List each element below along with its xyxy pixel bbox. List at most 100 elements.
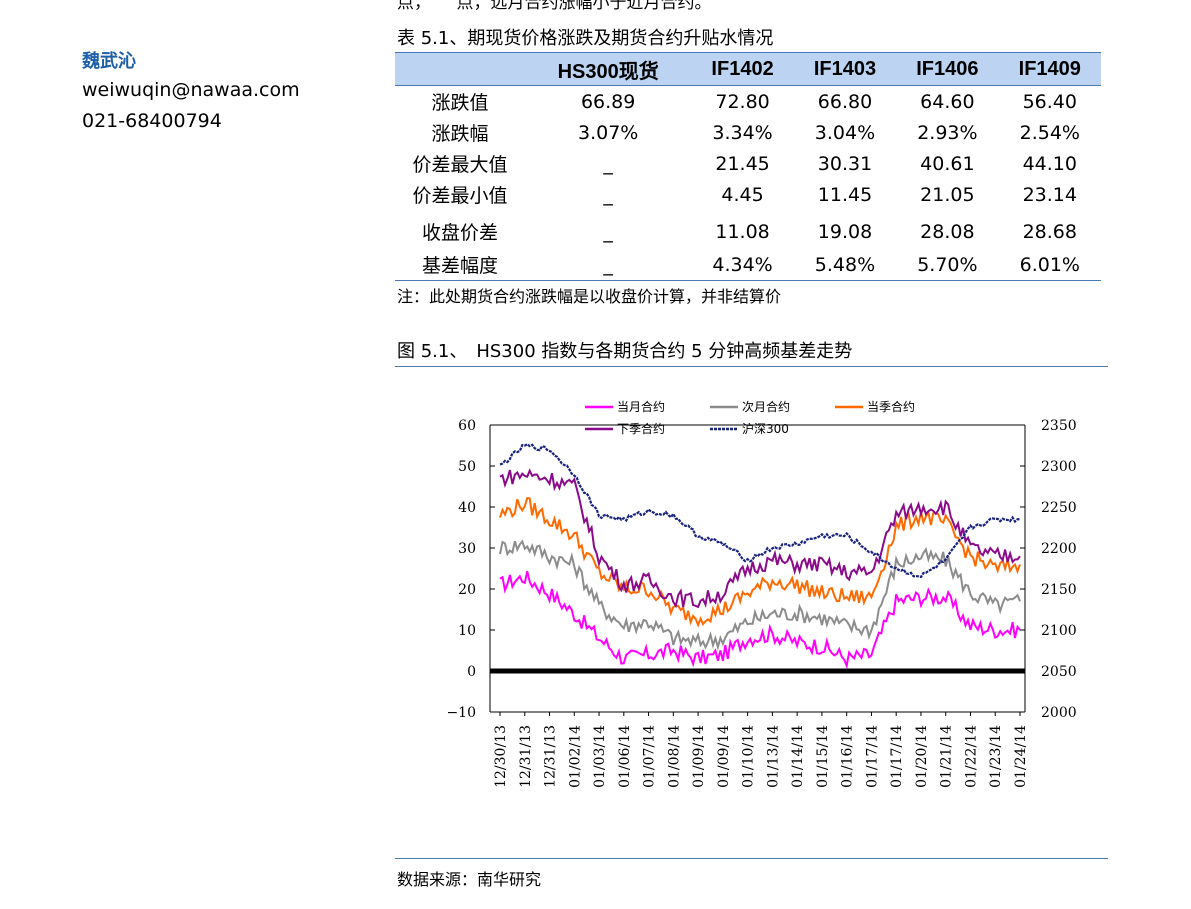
x-tick-label: 01/17/14 bbox=[889, 725, 905, 788]
x-tick-label: 01/16/14 bbox=[840, 725, 856, 788]
x-tick-label: 01/20/14 bbox=[914, 725, 930, 788]
left-tick-label: 40 bbox=[458, 500, 476, 516]
table-cell: 66.80 bbox=[817, 90, 873, 113]
x-tick-label: 01/14/14 bbox=[790, 725, 806, 788]
x-tick-label: 12/31/13 bbox=[518, 725, 534, 788]
x-tick-label: 01/09/14 bbox=[691, 725, 707, 788]
legend-label: 下季合约 bbox=[617, 421, 665, 436]
clipped-paragraph: 点， 点，远月合约涨幅小于近月合约。 bbox=[397, 0, 712, 13]
x-tick-label: 01/08/14 bbox=[666, 725, 682, 788]
right-tick-label: 2200 bbox=[1041, 541, 1077, 557]
x-tick-label: 12/31/13 bbox=[543, 725, 559, 788]
x-tick-label: 01/15/14 bbox=[815, 725, 831, 788]
header-if1402: IF1402 bbox=[691, 52, 794, 86]
table-cell: _ bbox=[603, 220, 613, 243]
table-cell: 19.08 bbox=[817, 220, 873, 243]
table-row: 价差最大值 _ 21.45 30.31 40.61 44.10 bbox=[395, 148, 1101, 179]
table-cell: 28.68 bbox=[1022, 220, 1077, 243]
right-tick-label: 2150 bbox=[1041, 582, 1077, 598]
author-name: 魏武沁 bbox=[82, 51, 136, 72]
series-line-1 bbox=[499, 570, 1021, 670]
x-tick-label: 01/03/14 bbox=[592, 725, 608, 788]
series-line-4 bbox=[499, 468, 1021, 609]
table-cell: 40.61 bbox=[920, 152, 975, 175]
figure-title: 图 5.1、 HS300 指数与各期货合约 5 分钟高频基差走势 bbox=[397, 341, 853, 362]
table-cell: 5.48% bbox=[793, 249, 897, 281]
table-cell: 56.40 bbox=[1022, 90, 1077, 113]
table-header-row: HS300现货 IF1402 IF1403 IF1406 IF1409 bbox=[395, 52, 1101, 86]
x-tick-label: 01/23/14 bbox=[988, 725, 1004, 788]
header-if1406: IF1406 bbox=[896, 52, 999, 86]
table-row: 价差最小值 _ 4.45 11.45 21.05 23.14 bbox=[395, 179, 1101, 210]
header-if1409: IF1409 bbox=[998, 52, 1101, 86]
figure-top-rule bbox=[395, 366, 1108, 367]
table-cell: 23.14 bbox=[1022, 183, 1077, 206]
right-tick-label: 2000 bbox=[1041, 705, 1077, 721]
table-cell: _ bbox=[603, 152, 613, 175]
table-cell: 21.05 bbox=[920, 183, 975, 206]
left-tick-label: 30 bbox=[458, 541, 476, 557]
table-cell: 66.89 bbox=[580, 90, 636, 113]
x-tick-label: 01/22/14 bbox=[963, 725, 979, 788]
table-cell: 3.34% bbox=[712, 121, 773, 144]
row-label: 收盘价差 bbox=[421, 222, 498, 244]
row-label: 基差幅度 bbox=[395, 249, 525, 281]
figure-bottom-rule bbox=[395, 858, 1108, 859]
table-cell: 44.10 bbox=[1022, 152, 1077, 175]
header-corner bbox=[395, 52, 525, 86]
x-tick-label: 12/30/13 bbox=[493, 725, 509, 788]
header-if1403: IF1403 bbox=[793, 52, 897, 86]
row-label: 涨跌值 bbox=[431, 92, 489, 114]
table-cell: _ bbox=[603, 183, 613, 206]
x-tick-label: 01/17/14 bbox=[864, 725, 880, 788]
table-cell: 21.45 bbox=[715, 152, 770, 175]
header-hs300: HS300现货 bbox=[525, 52, 692, 86]
row-label: 价差最小值 bbox=[412, 185, 508, 207]
legend-label: 当月合约 bbox=[617, 399, 665, 414]
table-cell: 2.54% bbox=[1019, 121, 1080, 144]
table-row: 收盘价差 _ 11.08 19.08 28.08 28.68 bbox=[395, 210, 1101, 249]
left-tick-label: 0 bbox=[467, 664, 476, 680]
row-label: 价差最大值 bbox=[412, 154, 508, 176]
series-line-5 bbox=[499, 442, 1021, 579]
x-tick-label: 01/10/14 bbox=[741, 725, 757, 788]
x-tick-label: 01/02/14 bbox=[567, 725, 583, 788]
table-row: 基差幅度 _ 4.34% 5.48% 5.70% 6.01% bbox=[395, 249, 1101, 281]
author-phone: 021-68400794 bbox=[82, 110, 222, 132]
left-tick-label: 10 bbox=[458, 623, 476, 639]
right-tick-label: 2250 bbox=[1041, 500, 1077, 516]
table-cell: 72.80 bbox=[715, 90, 770, 113]
series-line-2 bbox=[499, 539, 1021, 651]
x-tick-label: 01/21/14 bbox=[939, 725, 955, 788]
x-tick-label: 01/07/14 bbox=[642, 725, 658, 788]
data-source: 数据来源：南华研究 bbox=[397, 870, 542, 889]
left-tick-label: −10 bbox=[446, 705, 476, 721]
table-cell: 4.45 bbox=[721, 183, 764, 206]
table-cell: 4.34% bbox=[691, 249, 794, 281]
table-cell: 64.60 bbox=[920, 90, 975, 113]
table-cell: 5.70% bbox=[896, 249, 999, 281]
series-line-3 bbox=[499, 497, 1021, 628]
table-cell: 3.04% bbox=[814, 121, 876, 144]
legend-label: 当季合约 bbox=[867, 399, 915, 414]
x-tick-label: 01/09/14 bbox=[716, 725, 732, 788]
table-cell: 11.08 bbox=[715, 220, 770, 243]
author-email[interactable]: weiwuqin@nawaa.com bbox=[82, 79, 300, 101]
row-label: 涨跌幅 bbox=[431, 123, 489, 145]
table-title: 表 5.1、期现货价格涨跌及期货合约升贴水情况 bbox=[397, 28, 774, 49]
x-tick-label: 01/13/14 bbox=[765, 725, 781, 788]
left-tick-label: 50 bbox=[458, 459, 476, 475]
table-cell: 28.08 bbox=[920, 220, 975, 243]
right-tick-label: 2300 bbox=[1041, 459, 1077, 475]
legend-label: 沪深300 bbox=[742, 422, 789, 436]
right-tick-label: 2100 bbox=[1041, 623, 1077, 639]
table-cell: 30.31 bbox=[817, 152, 873, 175]
price-table: HS300现货 IF1402 IF1403 IF1406 IF1409 涨跌值 … bbox=[395, 52, 1101, 281]
right-tick-label: 2350 bbox=[1041, 418, 1077, 434]
table-cell: _ bbox=[525, 249, 692, 281]
left-tick-label: 60 bbox=[458, 418, 476, 434]
table-note: 注：此处期货合约涨跌幅是以收盘价计算，并非结算价 bbox=[397, 287, 782, 306]
left-tick-label: 20 bbox=[458, 582, 476, 598]
basis-chart: −10 0 10 20 30 40 50 60 2000 2050 2100 2150 2200 2250… bbox=[446, 399, 1077, 788]
legend-label: 次月合约 bbox=[742, 399, 790, 414]
